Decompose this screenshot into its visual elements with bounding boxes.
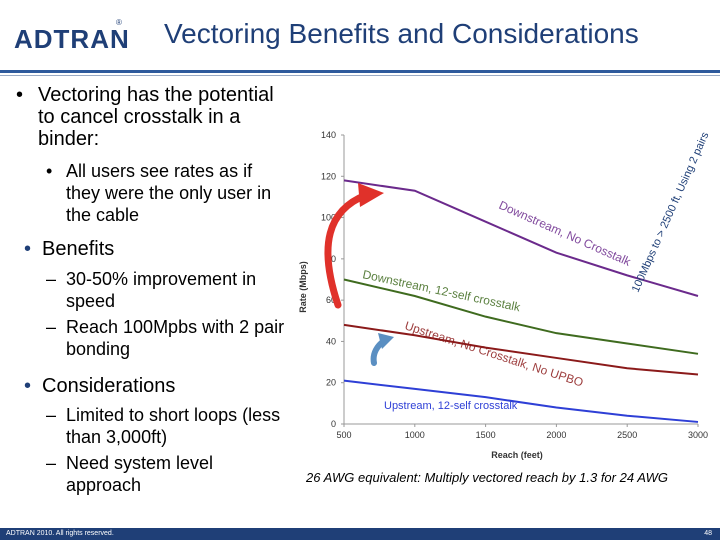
footer-copyright: ADTRAN 2010. All rights reserved.: [6, 530, 114, 537]
blue-arrow-head: [378, 333, 394, 349]
bullet-dot: •: [16, 84, 24, 106]
bullet-text: Benefits: [42, 238, 115, 260]
series-line-2: [343, 278, 699, 355]
y-tick-label: 120: [321, 171, 336, 181]
dash-mark: –: [46, 269, 57, 289]
y-tick-label: 20: [326, 378, 336, 388]
page-title: Vectoring Benefits and Considerations: [164, 18, 639, 49]
series-line-3: [343, 323, 699, 376]
x-tick-label: 500: [336, 430, 351, 440]
bullet-text: Reach 100Mpbs with 2 pair bonding: [66, 317, 285, 359]
bullet-dot: •: [46, 161, 53, 181]
header: ADTRAN ® Vectoring Benefits and Consider…: [0, 0, 720, 74]
bullet-text: Considerations: [42, 375, 176, 397]
y-tick-label: 140: [321, 130, 336, 140]
chart-caption: 26 AWG equivalent: Multiply vectored rea…: [306, 470, 669, 485]
red-improvement-arrow: [324, 191, 370, 309]
adtran-logo: ADTRAN: [14, 24, 130, 54]
x-tick-label: 1000: [405, 430, 425, 440]
series-line-4: [343, 379, 699, 423]
y-tick-label: 0: [331, 419, 336, 429]
bullet-text: Vectoring has the potential to cancel cr…: [38, 84, 274, 150]
x-axis-label: Reach (feet): [491, 450, 543, 460]
bullet-dot: •: [24, 238, 32, 260]
bullet-text: 30-50% improvement in speed: [66, 269, 257, 311]
x-tick-label: 2500: [617, 430, 637, 440]
chart-series: [343, 179, 699, 423]
header-rule: [0, 70, 720, 73]
page-number: 48: [704, 530, 712, 537]
y-tick-label: 40: [326, 336, 336, 346]
benefit-item-2: – Reach 100Mpbs with 2 pair bonding: [46, 316, 296, 360]
red-arrow-head: [358, 183, 384, 207]
header-rule-thin: [0, 75, 720, 76]
bullet-text: All users see rates as if they were the …: [66, 161, 272, 225]
bullet-all-users: • All users see rates as if they were th…: [46, 160, 286, 226]
bullet-dot: •: [24, 375, 32, 397]
bullet-vectoring: • Vectoring has the potential to cancel …: [16, 84, 276, 150]
registered-mark: ®: [116, 18, 122, 27]
bullet-text: Limited to short loops (less than 3,000f…: [66, 405, 281, 447]
x-tick-label: 1500: [476, 430, 496, 440]
bullet-considerations: • Considerations: [24, 375, 284, 397]
x-tick-label: 3000: [688, 430, 708, 440]
bullet-text: Need system level approach: [66, 453, 214, 495]
consideration-item-2: – Need system level approach: [46, 452, 291, 496]
dash-mark: –: [46, 405, 57, 425]
consideration-item-1: – Limited to short loops (less than 3,00…: [46, 404, 291, 448]
footer-bar: [0, 528, 720, 540]
x-tick-label: 2000: [546, 430, 566, 440]
bullet-benefits: • Benefits: [24, 238, 284, 260]
series-line-1: [343, 179, 699, 297]
series-label-upstream-12self: Upstream, 12-self crosstalk: [384, 400, 518, 412]
dash-mark: –: [46, 317, 57, 337]
y-tick-label: 100: [321, 213, 336, 223]
dash-mark: –: [46, 453, 57, 473]
benefit-item-1: – 30-50% improvement in speed: [46, 268, 296, 312]
y-tick-label: 60: [326, 295, 336, 305]
y-axis-label: Rate (Mbps): [298, 261, 308, 313]
